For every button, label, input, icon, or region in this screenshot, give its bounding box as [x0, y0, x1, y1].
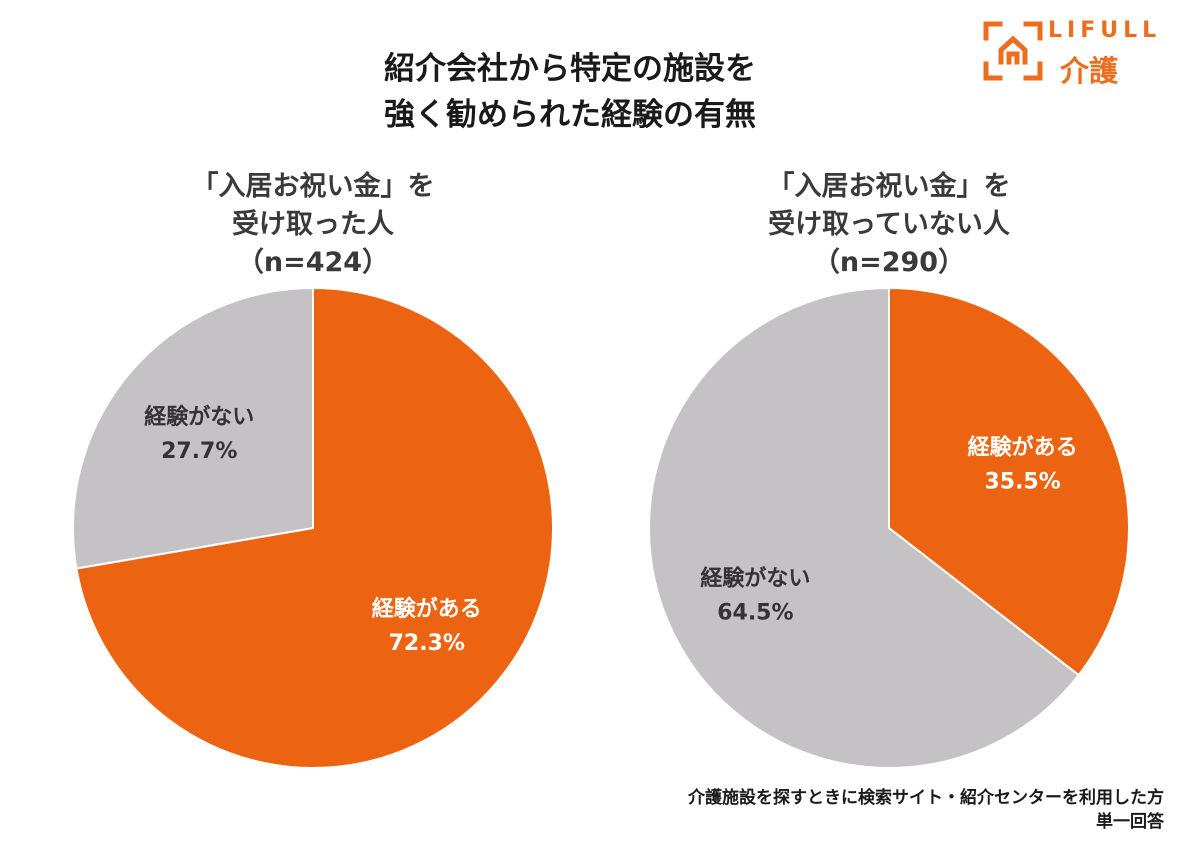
logo-service-text: 介護 [1060, 54, 1119, 88]
slice-value-label: 27.7% [161, 439, 237, 464]
pie-heading-line-1: 「入居お祝い金」を [191, 171, 435, 202]
pie-slice-not-experienced [72, 286, 314, 570]
pie-plot: 経験がある 72.3% 経験がない 27.7% [72, 286, 554, 769]
footnote-answer-type: 単一回答 [1096, 812, 1164, 832]
pie-heading-sample-size: （n=290） [812, 247, 966, 278]
footnote: 介護施設を探すときに検索サイト・紹介センターを利用した方 単一回答 [688, 786, 1164, 834]
footnote-respondents: 介護施設を探すときに検索サイト・紹介センターを利用した方 [688, 788, 1164, 808]
pie-slice-experienced [888, 286, 1130, 677]
chart-title: 紹介会社から特定の施設を 強く勧められた経験の有無 [0, 46, 1140, 138]
slice-value-label: 72.3% [389, 631, 465, 656]
slice-value-label: 64.5% [717, 600, 793, 625]
slice-label: 経験がある [372, 596, 482, 622]
pie-heading-line-2: 受け取った人 [232, 209, 394, 240]
slice-label: 経験がない [700, 565, 810, 591]
house-bracket-icon [983, 21, 1043, 81]
logo-brand-text: LIFULL [1048, 18, 1162, 43]
pie-heading-sample-size: （n=424） [236, 247, 390, 278]
pie-chart-received: 「入居お祝い金」を 受け取った人 （n=424） 経験がある 72.3% 経験がない… [53, 168, 573, 788]
pie-chart-not-received: 「入居お祝い金」を 受け取っていない人 （n=290） 経験がある 35.5% 経験… [629, 168, 1149, 788]
pie-heading: 「入居お祝い金」を 受け取った人 （n=424） [53, 168, 573, 282]
pie-heading: 「入居お祝い金」を 受け取っていない人 （n=290） [629, 168, 1149, 282]
lifull-kaigo-logo: LIFULL 介護 [982, 18, 1182, 88]
pie-heading-line-2: 受け取っていない人 [768, 209, 1010, 240]
slice-value-label: 35.5% [984, 470, 1060, 495]
pie-heading-line-1: 「入居お祝い金」を [767, 171, 1011, 202]
pie-slice-experienced [75, 286, 554, 769]
slice-label: 経験がある [968, 435, 1078, 461]
chart-title-line-1: 紹介会社から特定の施設を [384, 51, 756, 87]
pie-slice-not-experienced [648, 286, 1081, 769]
pie-plot: 経験がある 35.5% 経験がない 64.5% [648, 286, 1130, 769]
chart-title-line-2: 強く勧められた経験の有無 [384, 97, 756, 133]
slice-label: 経験がない [144, 404, 254, 430]
